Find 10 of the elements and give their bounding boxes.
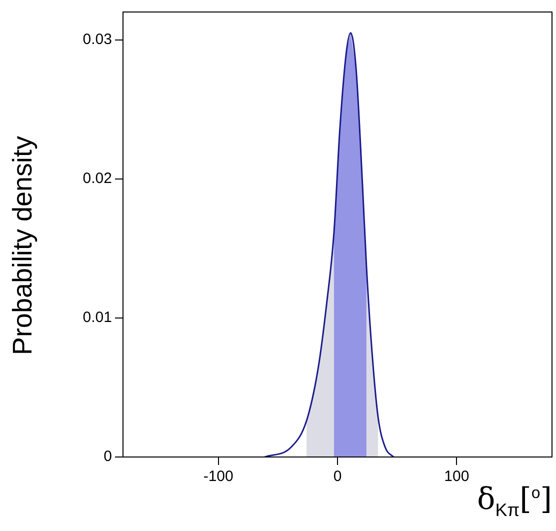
line-series [264, 32, 394, 457]
x-tick-label: -100 [203, 468, 234, 486]
y-tick-label: 0.02 [82, 170, 112, 188]
y-tick-label: 0.03 [82, 30, 112, 48]
x-tick-label: 100 [444, 468, 470, 486]
y-axis-title: Probability density [8, 134, 38, 358]
y-tick-label: 0 [104, 448, 112, 466]
x-axis-title: δ$_{Kπ}$[$^{o}$] [477, 482, 552, 521]
x-tick-label: 0 [333, 468, 342, 486]
y-tick-label: 0.01 [82, 309, 112, 326]
